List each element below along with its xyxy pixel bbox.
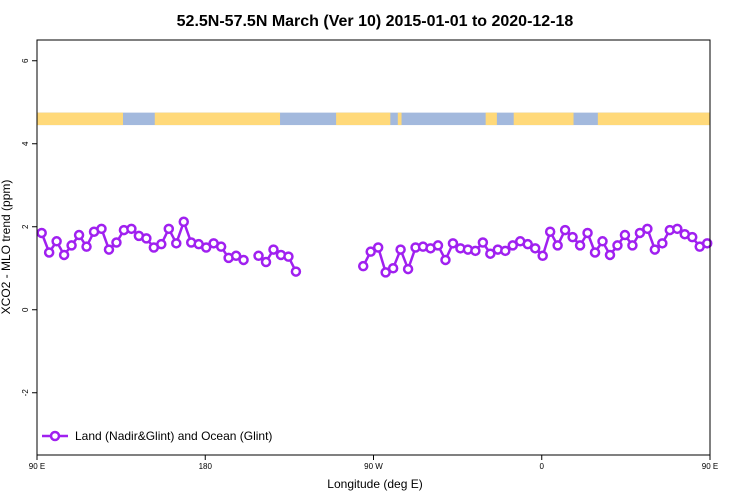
x-tick-label: 90 E <box>29 462 45 471</box>
legend-label: Land (Nadir&Glint) and Ocean (Glint) <box>75 429 272 443</box>
data-point <box>395 244 406 255</box>
data-point <box>470 245 481 257</box>
x-tick-label: 90 E <box>702 462 718 471</box>
y-tick-label: 2 <box>21 224 30 229</box>
data-point <box>73 229 85 241</box>
data-point <box>574 240 586 251</box>
x-tick-label: 0 <box>540 462 545 471</box>
data-point <box>619 229 631 241</box>
data-point <box>372 242 384 253</box>
data-point <box>440 254 451 266</box>
data-point <box>657 238 668 249</box>
data-point <box>283 251 294 262</box>
x-axis-ticks: 90 E 180 90 W 0 90 E <box>29 455 718 471</box>
data-point <box>36 227 47 239</box>
data-point <box>447 238 459 249</box>
data-point <box>141 233 152 244</box>
data-point <box>156 238 167 250</box>
land-band-segment <box>154 112 281 126</box>
data-point <box>365 246 376 257</box>
land-band-segment <box>37 112 123 126</box>
data-point <box>500 245 511 257</box>
x-tick-label: 90 W <box>364 462 383 471</box>
data-point <box>522 238 533 250</box>
data-point <box>380 267 391 278</box>
y-axis-ticks: -2 0 2 4 6 <box>21 58 37 396</box>
data-point <box>43 247 55 258</box>
data-point <box>649 244 661 255</box>
x-tick-label: 180 <box>199 462 213 471</box>
data-point <box>215 241 227 252</box>
data-point <box>589 247 601 258</box>
data-point <box>96 223 107 235</box>
data-point <box>126 223 137 235</box>
data-point <box>567 231 578 243</box>
data-point <box>597 236 608 247</box>
data-point <box>701 238 713 249</box>
land-band-segment <box>485 112 497 126</box>
data-point <box>477 237 489 248</box>
data-point <box>642 223 653 235</box>
data-point <box>230 250 242 262</box>
data-point <box>559 224 571 236</box>
data-point <box>627 240 638 251</box>
data-point <box>529 243 541 254</box>
x-axis-label: Longitude (deg E) <box>327 477 422 491</box>
data-point <box>268 244 279 255</box>
data-point <box>58 249 70 261</box>
data-point <box>111 237 122 248</box>
data-point <box>357 260 369 272</box>
data-point <box>171 238 182 249</box>
data-point <box>178 216 190 228</box>
data-point <box>253 250 264 262</box>
land-band-segment <box>336 112 391 126</box>
data-point <box>238 254 249 266</box>
data-point <box>432 240 444 251</box>
data-point <box>402 263 414 275</box>
data-point <box>163 223 175 235</box>
data-point <box>612 240 623 251</box>
y-tick-label: -2 <box>21 389 30 397</box>
legend-marker-swatch <box>49 430 61 442</box>
data-point <box>672 223 683 235</box>
y-tick-label: 6 <box>21 58 30 63</box>
data-point <box>66 240 77 251</box>
series-layer <box>36 216 713 278</box>
chart-title: 52.5N-57.5N March (Ver 10) 2015-01-01 to… <box>177 13 574 30</box>
plot-frame <box>36 39 711 456</box>
land-band-segment <box>597 112 710 126</box>
y-tick-label: 0 <box>21 307 30 312</box>
land-band-segment <box>513 112 574 126</box>
data-point <box>103 244 115 255</box>
data-point <box>51 236 62 247</box>
legend: Land (Nadir&Glint) and Ocean (Glint) <box>42 429 272 443</box>
data-point <box>387 263 399 274</box>
data-point <box>485 248 496 259</box>
data-point <box>604 249 616 261</box>
land-ocean-band <box>37 112 710 126</box>
data-point <box>537 250 548 262</box>
land-band-segment <box>397 112 402 126</box>
data-point <box>290 266 302 277</box>
data-point <box>200 242 212 253</box>
data-point <box>582 227 593 239</box>
y-axis-label: XCO2 - MLO trend (ppm) <box>0 180 13 315</box>
y-tick-label: 4 <box>21 141 30 146</box>
data-point <box>81 241 92 252</box>
data-point <box>507 240 519 251</box>
data-point <box>552 240 563 251</box>
data-point <box>260 256 272 268</box>
data-point <box>544 226 556 237</box>
data-point <box>634 227 646 239</box>
data-point <box>686 231 698 243</box>
